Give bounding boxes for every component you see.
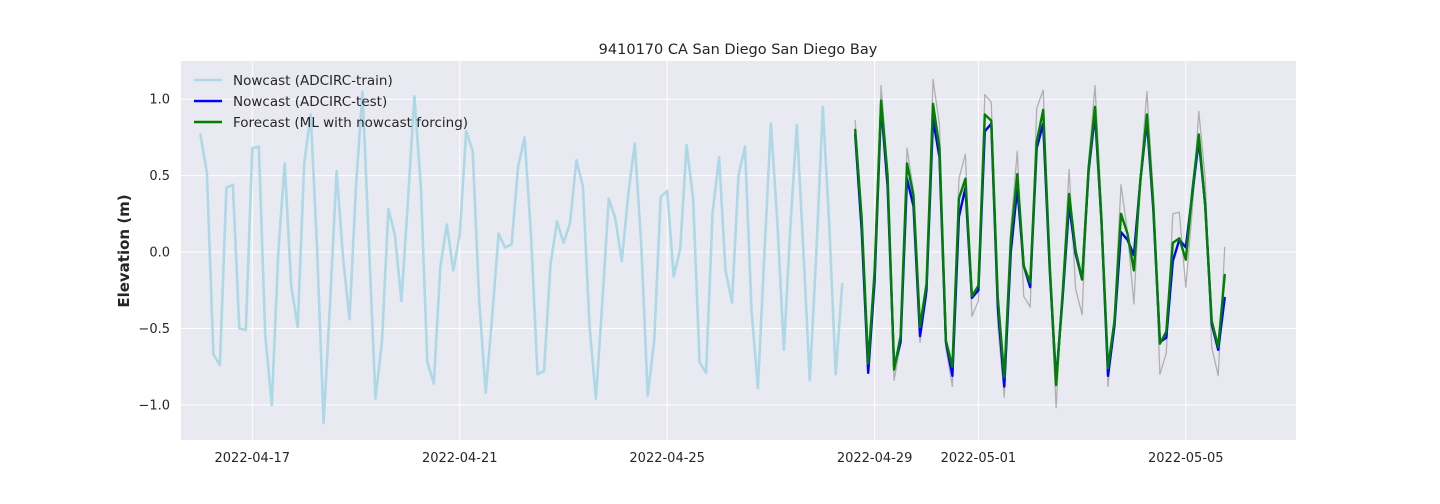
- x-tick-label: 2022-05-01: [941, 451, 1017, 466]
- x-tick-label: 2022-04-25: [629, 451, 705, 466]
- x-tick-label: 2022-04-17: [215, 451, 291, 466]
- axis-tick-labels: −1.0 −0.5 0.0 0.5 1.0 2022-04-17 2022-04-21 202…: [138, 93, 1223, 466]
- y-tick-label: −1.0: [138, 398, 170, 413]
- y-tick-label: 0.0: [149, 246, 170, 261]
- plot-background: [181, 61, 1296, 440]
- x-tick-label: 2022-04-21: [422, 451, 498, 466]
- x-tick-label: 2022-05-05: [1148, 451, 1224, 466]
- legend-label: Nowcast (ADCIRC-test): [233, 94, 387, 110]
- y-axis-label: Elevation (m): [115, 194, 133, 307]
- series-line-0: [199, 90, 844, 425]
- y-tick-label: 1.0: [149, 93, 170, 108]
- legend: Nowcast (ADCIRC-train) Nowcast (ADCIRC-te…: [194, 73, 468, 131]
- series-line-3: [854, 99, 1226, 387]
- chart-title: 9410170 CA San Diego San Diego Bay: [599, 42, 878, 58]
- y-tick-label: 0.5: [149, 169, 170, 184]
- series-lines: [199, 78, 1226, 425]
- legend-label: Nowcast (ADCIRC-train): [233, 73, 393, 89]
- x-tick-label: 2022-04-29: [837, 451, 913, 466]
- legend-label: Forecast (ML with nowcast forcing): [233, 115, 468, 131]
- y-tick-label: −0.5: [138, 322, 170, 337]
